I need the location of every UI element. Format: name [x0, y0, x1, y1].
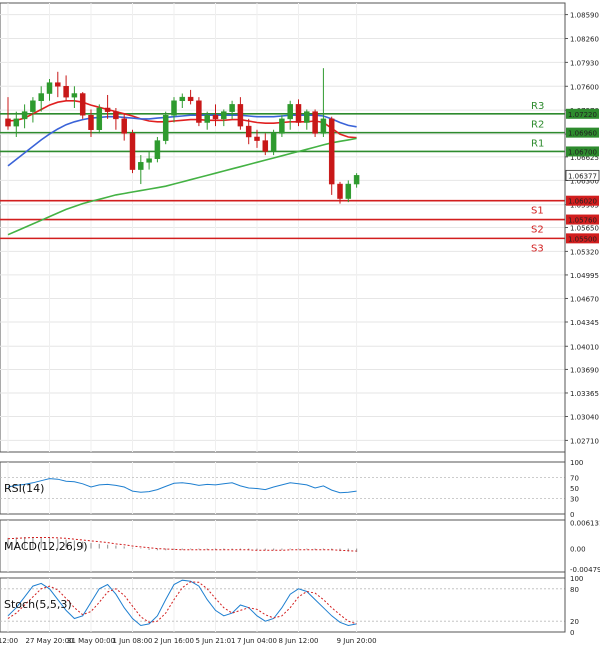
price-tick-label: 1.04345 [570, 319, 599, 327]
time-tick-label: 8 Jun 12:00 [278, 637, 318, 645]
level-price-label: 1.07220 [568, 111, 597, 119]
level-name-r1: R1 [531, 138, 544, 149]
current-price-label: 1.06377 [568, 172, 597, 180]
time-tick-label: 1 Jun 08:00 [112, 637, 152, 645]
candle-body [338, 184, 343, 198]
candle-body [138, 162, 143, 169]
candle-body [346, 184, 351, 198]
macd-tick-label: 0.00 [570, 546, 586, 554]
candle-body [122, 119, 127, 133]
price-tick-label: 1.08260 [570, 35, 599, 43]
level-price-label: 1.06960 [568, 130, 597, 138]
price-tick-label: 1.07600 [570, 83, 599, 91]
level-price-label: 1.05760 [568, 217, 597, 225]
rsi-tick-label: 30 [570, 495, 579, 503]
stoch-tick-label: 20 [570, 618, 579, 626]
price-tick-label: 1.02710 [570, 437, 599, 445]
stoch-tick-label: 0 [570, 629, 574, 637]
candle-body [271, 133, 276, 151]
candle-body [89, 115, 94, 129]
level-name-s1: S1 [531, 206, 544, 217]
level-name-r3: R3 [531, 101, 544, 112]
candle-body [105, 108, 110, 112]
macd-title: MACD(12,26,9) [4, 540, 88, 553]
time-tick-label: 31 May 00:00 [67, 637, 115, 645]
candle-body [64, 86, 69, 97]
candle-body [263, 141, 268, 152]
price-tick-label: 1.03690 [570, 366, 599, 374]
candle-body [113, 112, 118, 119]
candle-body [196, 101, 201, 123]
macd-tick-label: -0.004797 [570, 566, 600, 574]
rsi-tick-label: 100 [570, 459, 583, 467]
candle-body [329, 119, 334, 184]
candle-body [6, 119, 11, 126]
candle-body [213, 115, 218, 119]
price-tick-label: 1.04670 [570, 295, 599, 303]
rsi-tick-label: 50 [570, 485, 579, 493]
stoch-tick-label: 100 [570, 575, 583, 583]
candle-body [221, 112, 226, 119]
time-tick-label: 2 Jun 16:00 [154, 637, 194, 645]
candle-body [30, 101, 35, 112]
price-tick-label: 1.04010 [570, 343, 599, 351]
time-tick-label: 12:00 [0, 637, 18, 645]
price-tick-label: 1.08590 [570, 12, 599, 20]
candle-body [80, 94, 85, 116]
candle-body [47, 83, 52, 94]
level-price-label: 1.06700 [568, 148, 597, 156]
candle-body [279, 119, 284, 133]
price-chart: R3 R2 R1 S1 S2 S3 1.08590 1.08260 1.07930 1.0760… [0, 0, 600, 651]
rsi-title: RSI(14) [4, 482, 44, 495]
candle-body [172, 101, 177, 115]
level-name-r2: R2 [531, 120, 544, 131]
pane-frame-rsi [0, 462, 565, 514]
candle-body [155, 141, 160, 159]
stoch-tick-label: 80 [570, 586, 579, 594]
level-price-label: 1.06020 [568, 198, 597, 206]
price-tick-label: 1.07930 [570, 59, 599, 67]
candle-body [313, 112, 318, 134]
time-tick-label: 5 Jun 21:01 [195, 637, 235, 645]
level-price-label: 1.05500 [568, 235, 597, 243]
candle-body [304, 112, 309, 123]
candle-body [147, 159, 152, 163]
candle-body [14, 119, 19, 126]
candle-body [321, 119, 326, 133]
rsi-tick-label: 70 [570, 475, 579, 483]
candle-body [255, 137, 260, 141]
candle-body [230, 104, 235, 111]
candle-body [130, 133, 135, 169]
candle-body [238, 104, 243, 126]
price-tick-label: 1.03040 [570, 414, 599, 422]
rsi-tick-label: 0 [570, 511, 574, 519]
pane-frame-stoch [0, 578, 565, 632]
candle-body [55, 83, 60, 87]
candle-body [163, 115, 168, 140]
candle-body [22, 112, 27, 119]
candle-body [72, 94, 77, 98]
candle-body [97, 108, 102, 130]
price-tick-label: 1.03365 [570, 390, 599, 398]
macd-tick-label: 0.006131 [570, 519, 600, 527]
stoch-title: Stoch(5,5,3) [4, 598, 72, 611]
candle-body [205, 115, 210, 122]
price-tick-label: 1.04995 [570, 272, 599, 280]
candle-body [354, 175, 359, 184]
candle-body [246, 126, 251, 137]
candle-body [39, 94, 44, 101]
level-name-s3: S3 [531, 243, 544, 254]
price-tick-label: 1.05650 [570, 225, 599, 233]
candle-body [296, 104, 301, 122]
price-tick-label: 1.05320 [570, 248, 599, 256]
level-name-s2: S2 [531, 225, 544, 236]
candle-body [288, 104, 293, 118]
candle-body [188, 97, 193, 101]
candle-body [180, 97, 185, 101]
time-tick-label: 9 Jun 20:00 [337, 637, 377, 645]
time-tick-label: 7 Jun 04:00 [237, 637, 277, 645]
